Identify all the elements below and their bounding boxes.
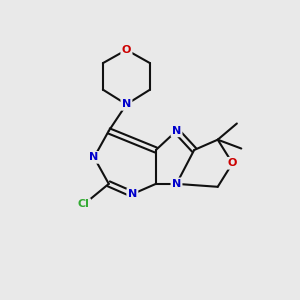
Text: Cl: Cl bbox=[78, 200, 90, 209]
Text: N: N bbox=[122, 99, 131, 110]
Text: N: N bbox=[172, 179, 181, 189]
Text: O: O bbox=[228, 158, 237, 168]
Text: N: N bbox=[172, 126, 181, 136]
Text: O: O bbox=[122, 45, 131, 55]
Text: N: N bbox=[89, 152, 99, 162]
Text: N: N bbox=[128, 189, 137, 199]
